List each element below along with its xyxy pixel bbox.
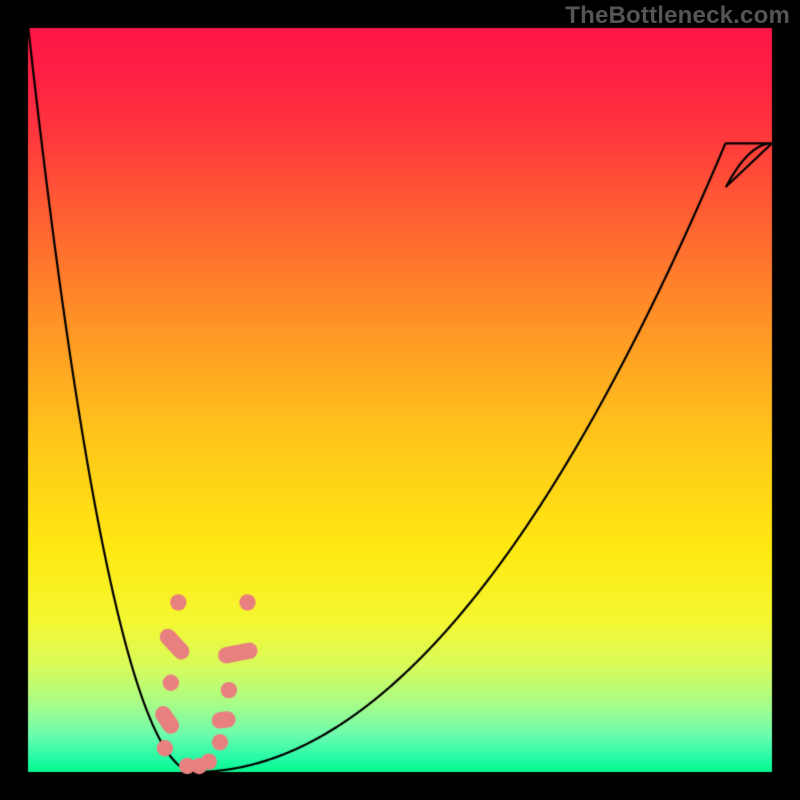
- watermark-text: TheBottleneck.com: [565, 2, 790, 30]
- chart-stage: TheBottleneck.com: [0, 0, 800, 800]
- v-curve-chart: [0, 0, 800, 800]
